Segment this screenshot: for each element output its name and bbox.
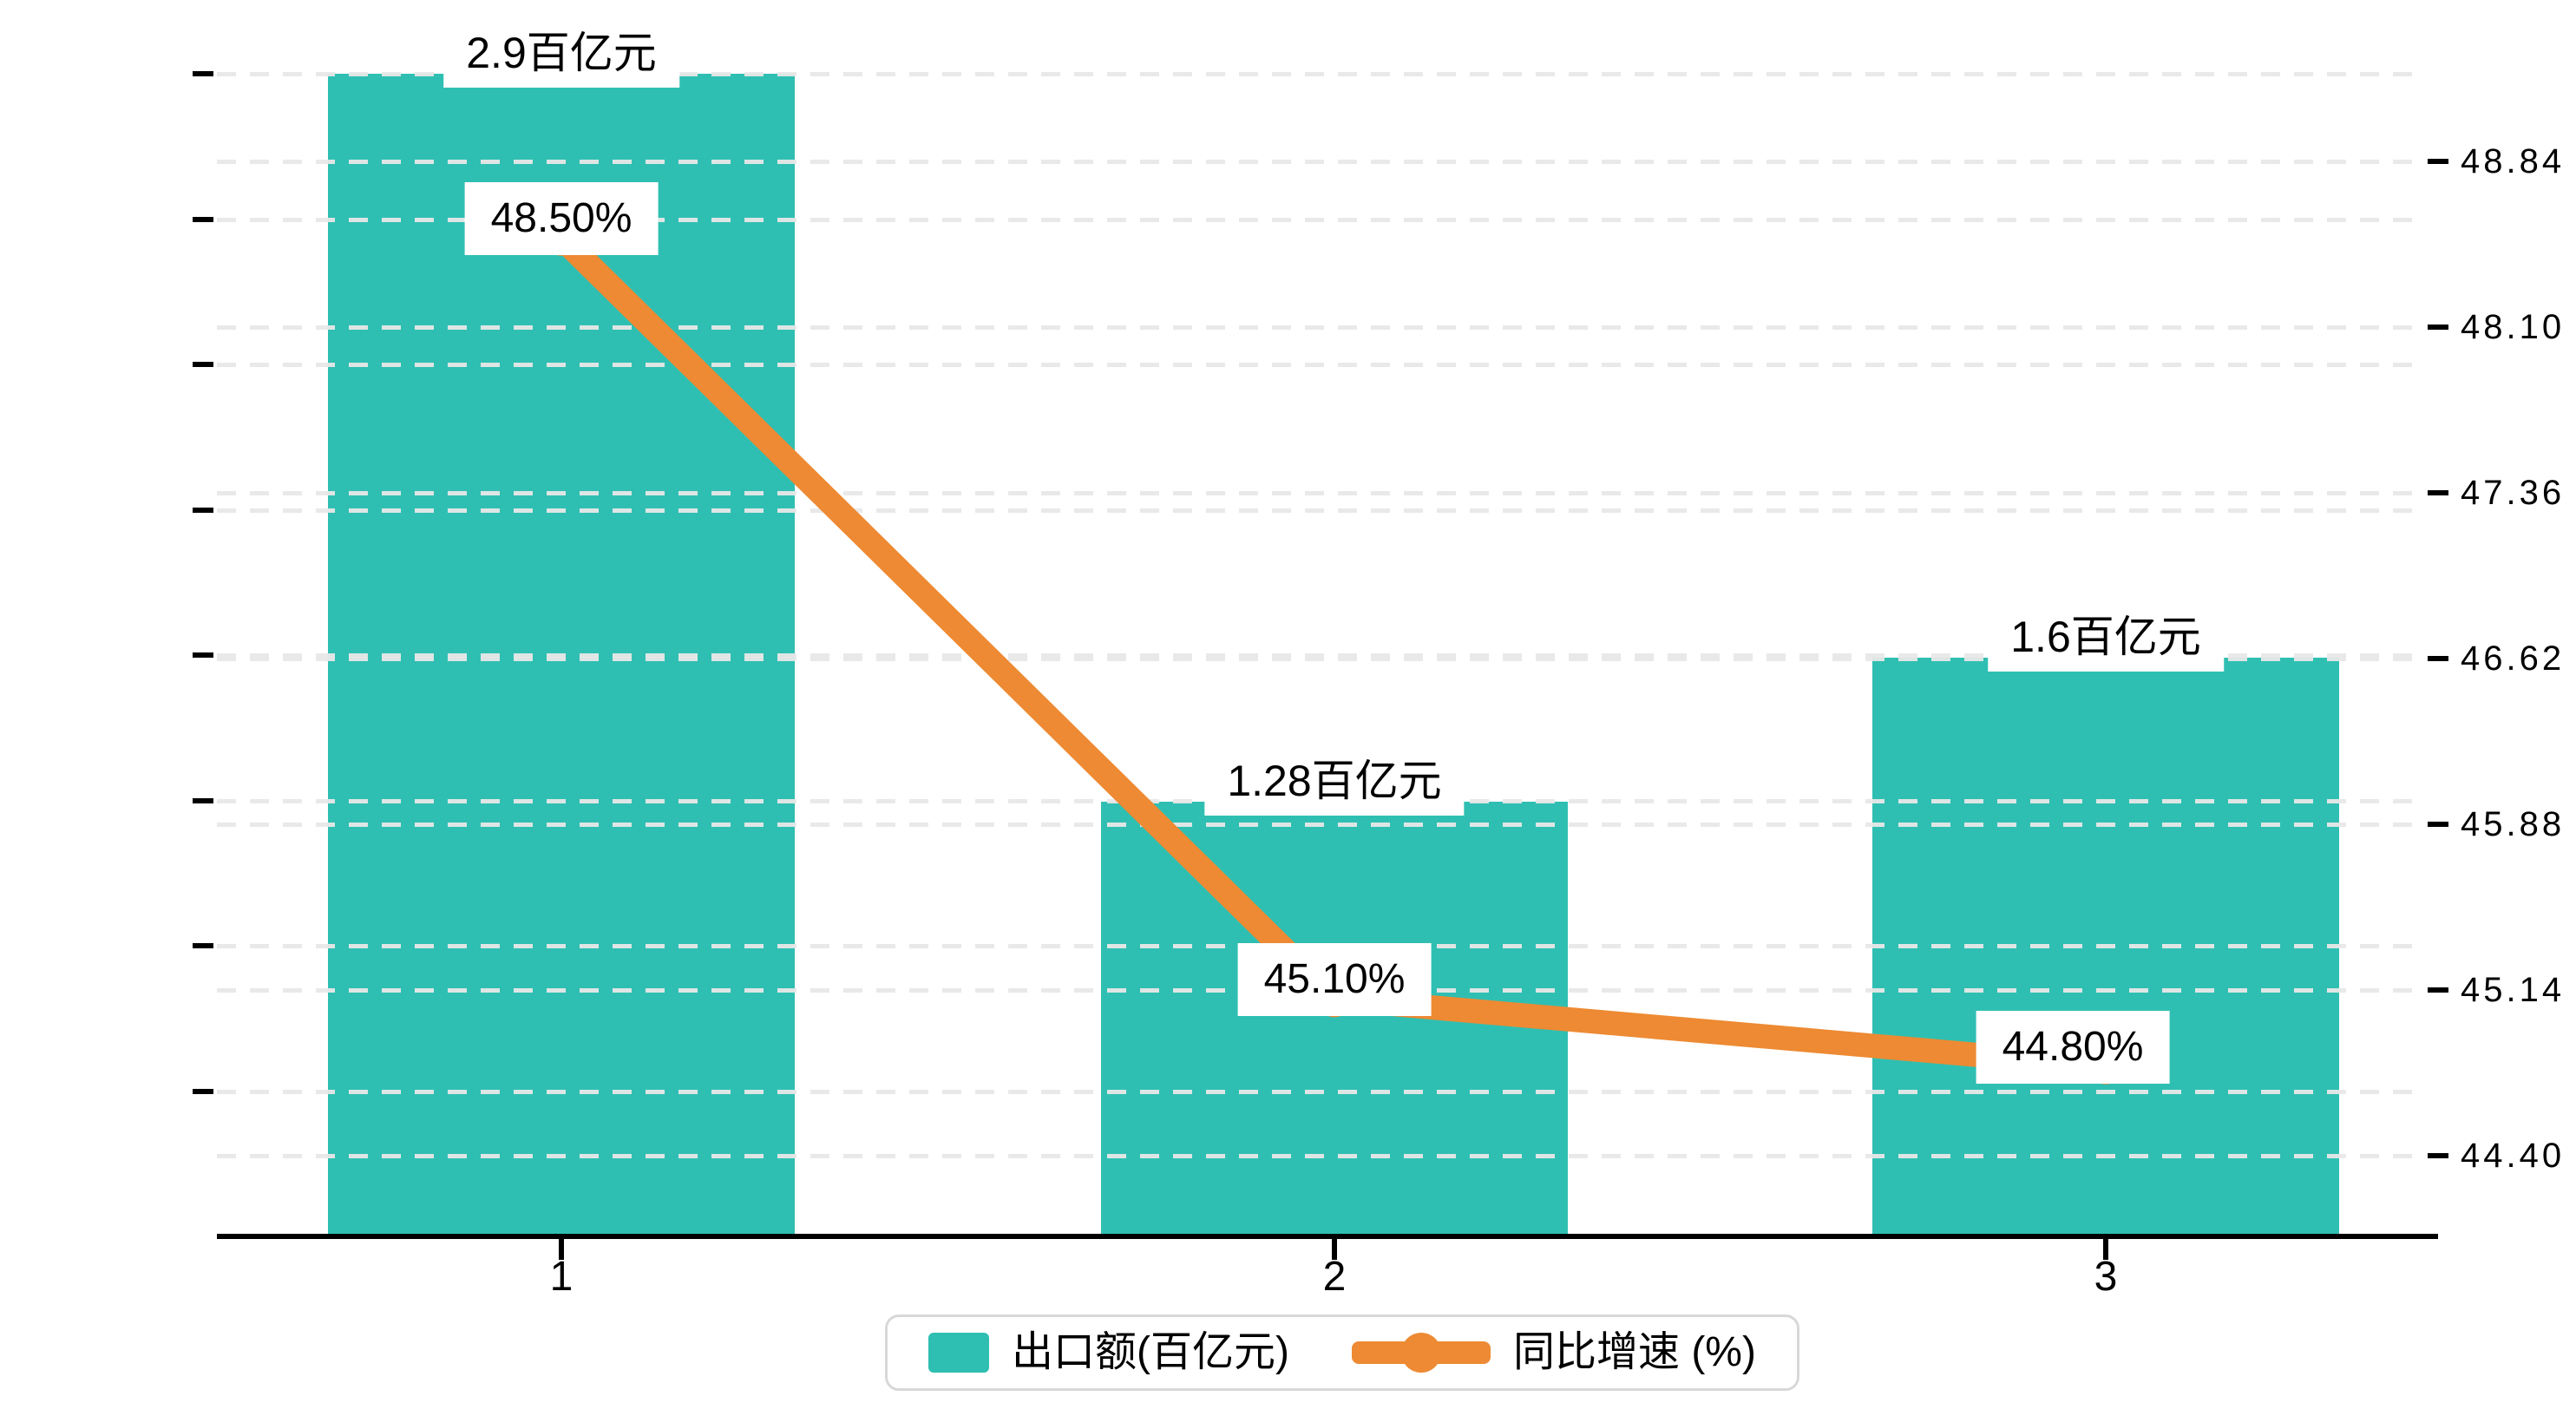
x-axis-category-label[interactable]: 1 (549, 1254, 574, 1300)
bar-value-label: 1.28百亿元 (1204, 746, 1465, 816)
x-axis-tick-mark (1332, 1239, 1337, 1260)
gridline-left-axis (217, 217, 2421, 222)
x-axis-tick-mark (559, 1239, 564, 1260)
right-axis-tick-label: 48.10 (2461, 308, 2566, 346)
right-axis-tick-label: 46.62 (2461, 639, 2566, 678)
right-axis-tick-label: 45.14 (2461, 971, 2566, 1009)
gridline-right-axis (217, 657, 2421, 661)
x-axis-tick-mark (2103, 1239, 2108, 1260)
gridline-left-axis (217, 508, 2421, 513)
right-axis-tick-label: 47.36 (2461, 474, 2566, 512)
legend-item-label: 出口额(百亿元) (1012, 1329, 1289, 1375)
gridline-right-axis (217, 823, 2421, 827)
gridline-left-axis (217, 1089, 2421, 1094)
right-axis-tick-label: 48.84 (2461, 142, 2566, 180)
left-axis-tick-mark (193, 216, 213, 222)
gridline-left-axis (217, 363, 2421, 367)
left-axis-tick-mark (193, 1088, 213, 1094)
left-axis-tick-mark (193, 362, 213, 367)
legend-item-export[interactable]: 出口额(百亿元) (928, 1332, 1289, 1373)
left-axis-tick-mark (193, 797, 213, 803)
gridline-right-axis (217, 1154, 2421, 1158)
x-axis-category-label[interactable]: 2 (1322, 1254, 1347, 1300)
right-axis-tick-mark (2428, 656, 2448, 661)
gridline-left-axis (217, 72, 2421, 76)
right-axis-tick-mark (2428, 1153, 2448, 1158)
right-axis-tick-mark (2428, 159, 2448, 164)
legend-item-growth[interactable]: 同比增速 (%) (1351, 1329, 1756, 1375)
right-axis-tick-mark (2428, 822, 2448, 827)
left-axis-tick-mark (193, 507, 213, 513)
gridline-right-axis (217, 491, 2421, 495)
x-axis-line (217, 1234, 2438, 1239)
right-axis-tick-mark (2428, 324, 2448, 330)
growth-value-label: 45.10% (1237, 943, 1432, 1017)
gridline-right-axis (217, 325, 2421, 330)
right-axis-tick-mark (2428, 987, 2448, 993)
line-series-swatch-icon (1351, 1333, 1491, 1373)
left-axis-tick-mark (193, 652, 213, 658)
gridline-left-axis (217, 653, 2421, 658)
bar-value-label: 2.9百亿元 (443, 18, 679, 88)
right-axis-tick-label: 45.88 (2461, 805, 2566, 843)
bar-value-label: 1.6百亿元 (1988, 602, 2224, 672)
x-axis-category-label[interactable]: 3 (2094, 1254, 2118, 1300)
left-axis-tick-mark (193, 71, 213, 76)
growth-value-label: 44.80% (1976, 1010, 2170, 1084)
legend: 出口额(百亿元) 同比增速 (%) (885, 1314, 1799, 1391)
bar-series-swatch-icon (928, 1333, 989, 1373)
right-axis-tick-label: 44.40 (2461, 1137, 2566, 1175)
right-axis-tick-mark (2428, 490, 2448, 495)
growth-value-label: 48.50% (464, 181, 659, 255)
left-axis-tick-mark (193, 943, 213, 948)
gridline-right-axis (217, 160, 2421, 164)
legend-item-label: 同比增速 (%) (1512, 1329, 1756, 1375)
